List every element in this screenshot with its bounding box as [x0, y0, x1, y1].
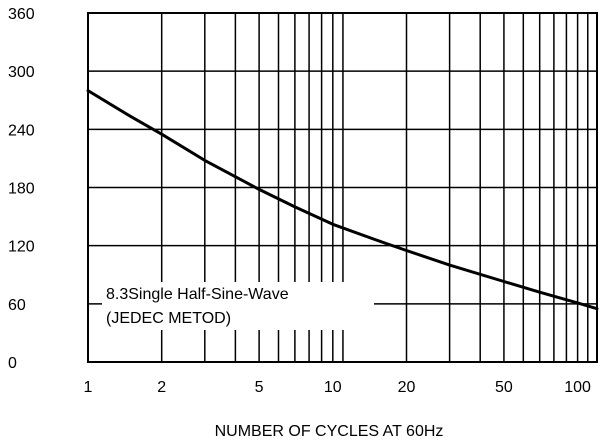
annotation-line-2: (JEDEC METOD): [106, 310, 231, 327]
y-tick-labels: 0 60 120 180 240 300 360: [8, 6, 35, 372]
y-tick-label: 120: [8, 239, 35, 256]
x-tick-label: 1: [84, 379, 93, 396]
x-tick-labels: 1 2 5 10 20 50 100: [84, 379, 592, 396]
y-tick-label: 60: [8, 297, 26, 314]
annotation-line-1: 8.3Single Half-Sine-Wave: [106, 286, 289, 303]
series-line: [86, 89, 599, 311]
x-tick-label: 50: [495, 379, 513, 396]
annotation-box: 8.3Single Half-Sine-Wave (JEDEC METOD): [102, 282, 374, 330]
curve-layer: [86, 89, 599, 311]
y-tick-label: 240: [8, 122, 35, 139]
x-tick-label: 5: [255, 379, 264, 396]
y-tick-label: 180: [8, 181, 35, 198]
x-tick-label: 20: [398, 379, 416, 396]
x-tick-label: 100: [564, 379, 591, 396]
y-tick-label: 300: [8, 64, 35, 81]
x-axis-title: NUMBER OF CYCLES AT 60Hz: [215, 423, 444, 440]
x-tick-label: 2: [157, 379, 166, 396]
plot-frame: [87, 12, 598, 363]
annotation-background: [102, 282, 374, 330]
x-tick-label: 10: [324, 379, 342, 396]
y-tick-label: 0: [8, 355, 17, 372]
y-tick-label: 360: [8, 6, 35, 23]
